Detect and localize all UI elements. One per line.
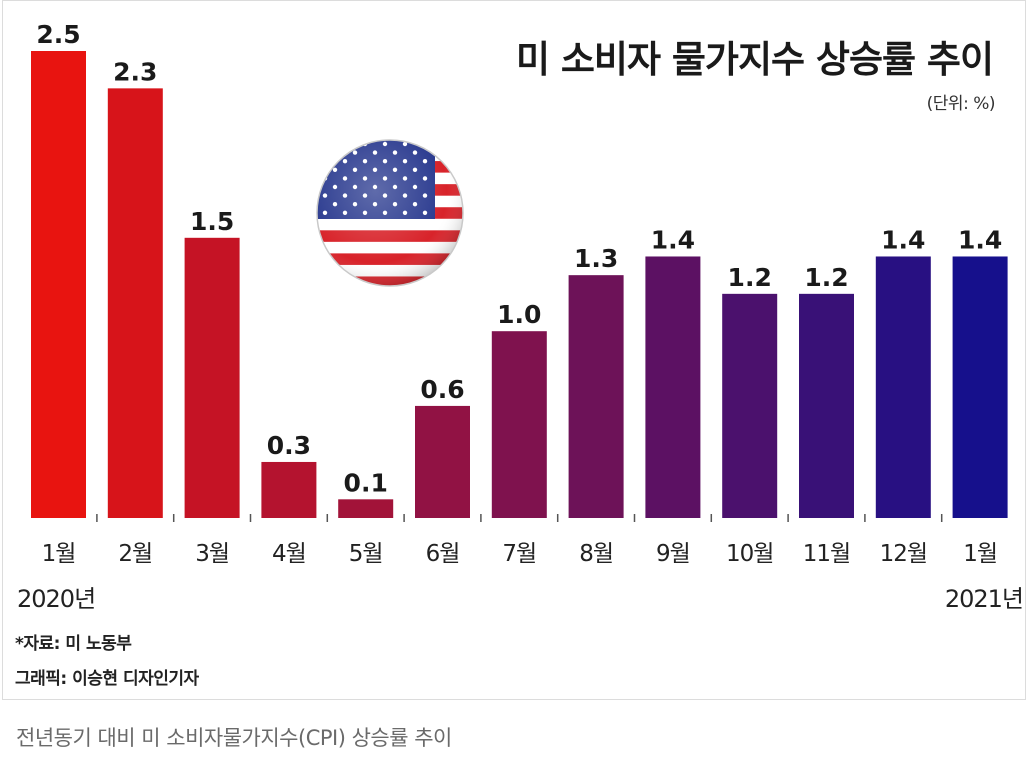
category-label-8: 8월 — [579, 541, 613, 567]
bar-6 — [415, 405, 470, 518]
value-label-5: 0.1 — [344, 468, 388, 497]
bar-12 — [875, 256, 931, 518]
category-label-2: 2월 — [118, 541, 152, 567]
bar-11 — [799, 293, 854, 518]
value-label-6: 0.6 — [420, 375, 464, 404]
category-label-5: 5월 — [349, 541, 383, 567]
figure-caption: 전년동기 대비 미 소비자물가지수(CPI) 상승률 추이 — [16, 726, 452, 750]
bar-5 — [338, 499, 394, 518]
value-label-2: 2.3 — [113, 57, 157, 86]
value-label-10: 1.2 — [728, 263, 772, 292]
category-label-6: 6월 — [426, 541, 460, 567]
source-note: *자료: 미 노동부 — [15, 634, 132, 654]
value-label-8: 1.3 — [574, 244, 618, 273]
category-label-9: 9월 — [656, 541, 690, 567]
value-label-1: 2.5 — [36, 20, 80, 49]
value-label-4: 0.3 — [267, 431, 311, 460]
bar-8 — [568, 275, 624, 518]
value-label-12: 1.4 — [881, 225, 925, 254]
bar-1 — [31, 51, 86, 518]
category-label-4: 4월 — [272, 541, 306, 567]
us-flag-icon — [315, 138, 465, 288]
category-label-10: 10월 — [726, 541, 773, 567]
value-label-7: 1.0 — [497, 300, 541, 329]
bar-13 — [952, 256, 1008, 518]
category-label-12: 12월 — [880, 541, 927, 567]
value-label-13: 1.4 — [958, 225, 1002, 254]
category-label-11: 11월 — [803, 541, 850, 567]
value-label-3: 1.5 — [190, 207, 234, 236]
value-label-9: 1.4 — [651, 225, 695, 254]
bar-3 — [184, 237, 240, 519]
bar-2 — [107, 88, 163, 519]
year-end-label: 2021년 — [944, 585, 1024, 613]
year-start-label: 2020년 — [17, 585, 96, 613]
chart-title: 미 소비자 물가지수 상승률 추이 — [515, 38, 994, 81]
bar-7 — [491, 331, 547, 518]
credit-note: 그래픽: 이승현 디자인기자 — [15, 669, 199, 689]
bar-9 — [645, 256, 701, 518]
category-label-3: 3월 — [195, 541, 229, 567]
bar-4 — [261, 461, 317, 518]
bar-10 — [722, 293, 778, 518]
unit-label: (단위: %) — [926, 94, 996, 114]
bar-chart: 2.52.31.50.30.10.61.01.31.41.2 1.21.4 1.4 … — [31, 20, 1008, 567]
category-label-13: 1월 — [963, 541, 997, 567]
value-label-11: 1.2 — [804, 263, 848, 292]
chart-card: 2.5 2.3 1.5 0.3 0.1 0.6 1.0 1.3 1.4 1.2 1.2 1.4 1.4 … — [2, 0, 1026, 700]
category-label-7: 7월 — [502, 541, 536, 567]
category-label-1: 1월 — [42, 541, 76, 567]
